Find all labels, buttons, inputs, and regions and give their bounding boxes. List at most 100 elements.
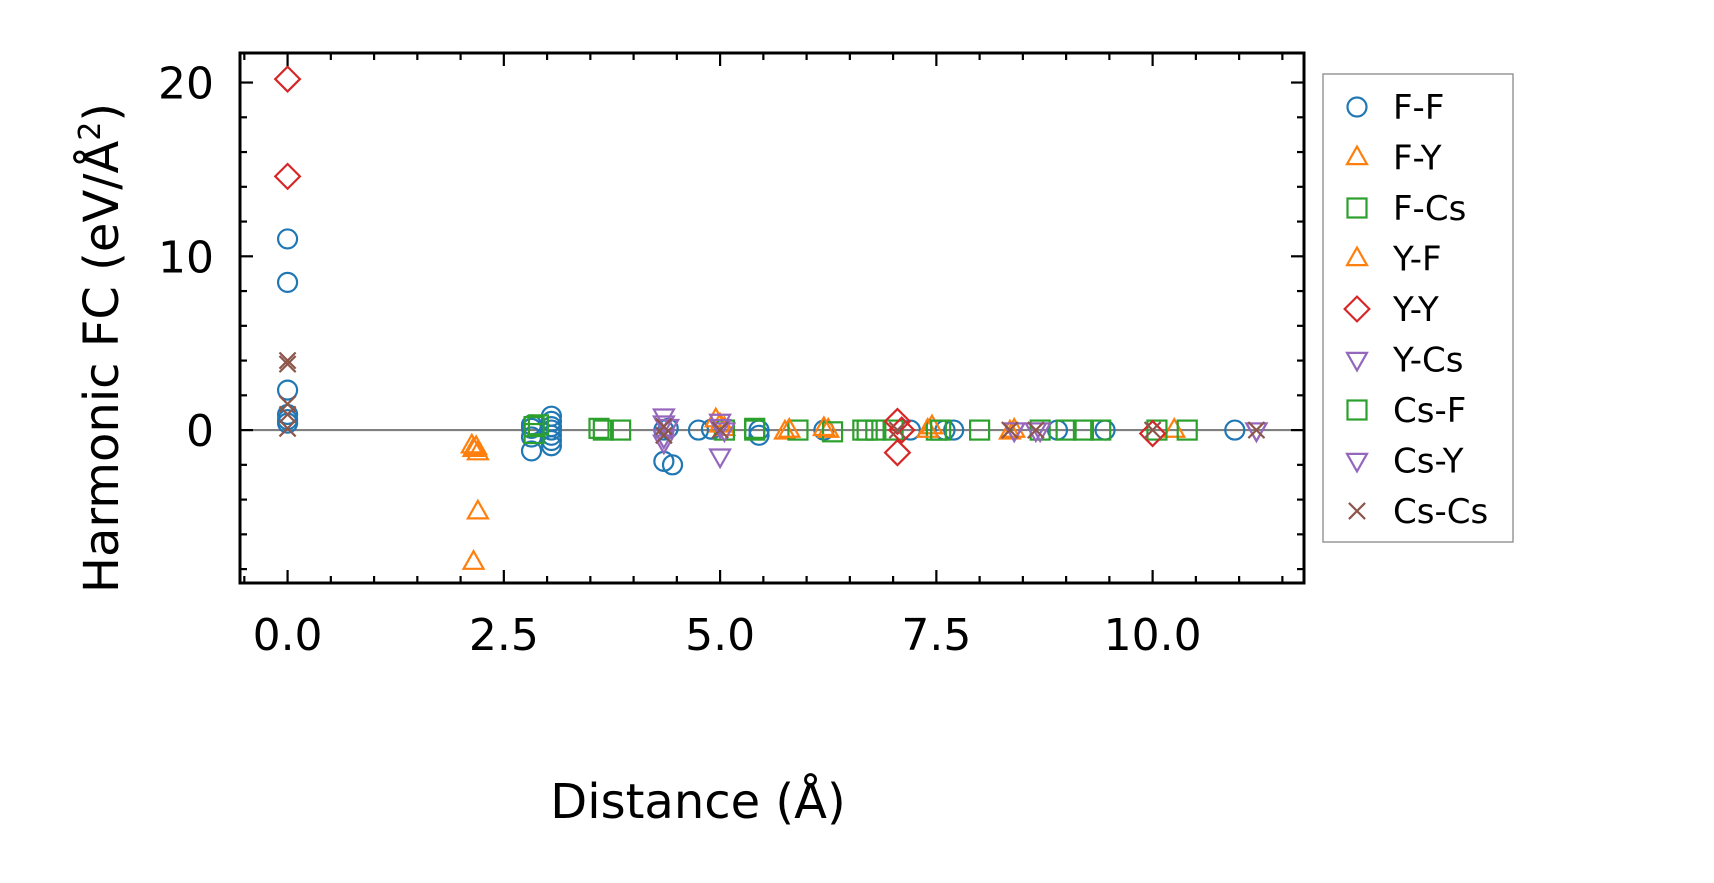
data-point	[276, 228, 299, 250]
legend-label: F-Y	[1393, 139, 1442, 179]
legend-entry: Cs-F	[1346, 391, 1466, 431]
data-point	[883, 438, 912, 467]
data-point	[708, 418, 732, 440]
data-point	[821, 421, 844, 443]
data-point	[1072, 419, 1095, 441]
data-point	[1146, 419, 1168, 441]
data-point	[655, 417, 673, 436]
legend-marker	[1345, 144, 1369, 166]
data-point	[276, 379, 299, 401]
legend-label: Cs-F	[1393, 391, 1466, 431]
x-tick-label: 5.0	[685, 610, 755, 661]
legend-marker	[1343, 295, 1371, 323]
y-tick-label: 20	[158, 59, 214, 110]
data-point	[523, 422, 545, 445]
data-point	[1224, 419, 1246, 441]
data-point	[1176, 419, 1198, 441]
y-axis-label-close: )	[74, 103, 130, 122]
data-point	[278, 419, 297, 438]
data-point	[856, 419, 878, 441]
series-y-y	[273, 65, 1167, 467]
y-axis-label-text: Harmonic FC (eV/Å	[73, 141, 130, 594]
legend-entry: Cs-Y	[1345, 442, 1464, 482]
y-axis-label: Harmonic FC (eV/Å2)	[73, 103, 130, 593]
data-point	[1244, 422, 1269, 444]
data-point	[278, 405, 297, 424]
data-point	[466, 498, 490, 520]
data-point	[278, 355, 297, 373]
data-point	[540, 419, 563, 441]
x-axis-label: Distance (Å)	[550, 773, 845, 830]
data-point	[915, 416, 940, 438]
y-tick-label: 10	[158, 232, 214, 283]
legend-entry: Y-F	[1345, 240, 1442, 280]
legend-entry: Y-Cs	[1345, 341, 1463, 381]
data-point	[1247, 421, 1266, 439]
data-point	[888, 421, 907, 439]
legend-entry: F-Y	[1345, 139, 1442, 179]
x-tick-label: 7.5	[901, 610, 971, 661]
series-cs-cs	[278, 351, 1266, 445]
legend-label: Cs-Y	[1393, 442, 1464, 482]
plot-frame	[238, 51, 1306, 585]
legend-label: Y-Cs	[1392, 341, 1463, 381]
data-point	[278, 351, 297, 370]
data-point	[943, 419, 965, 441]
data-point	[1055, 419, 1077, 441]
legend-marker	[1346, 399, 1368, 421]
data-point	[1138, 419, 1167, 448]
data-point	[610, 419, 632, 441]
data-point	[787, 419, 809, 441]
data-points	[273, 65, 1269, 570]
legend-entry: Y-Y	[1343, 290, 1439, 330]
legend-label: Y-Y	[1392, 290, 1439, 330]
data-point	[464, 434, 489, 456]
legend-entry: F-F	[1346, 88, 1444, 128]
data-point	[748, 424, 770, 446]
data-point	[461, 436, 486, 457]
data-point	[998, 418, 1022, 440]
data-point	[883, 407, 912, 436]
y-axis-label-superscript: 2	[73, 122, 108, 141]
data-point	[540, 435, 563, 457]
data-point	[687, 419, 710, 441]
data-point	[777, 416, 802, 438]
legend-label: Y-F	[1392, 240, 1442, 280]
legend-marker	[1348, 502, 1366, 520]
legend-entry: F-Cs	[1346, 189, 1466, 229]
data-point	[273, 162, 302, 191]
legend-marker	[1346, 197, 1368, 219]
data-point	[708, 448, 732, 470]
axes: 0.0 2.5 5.0 7.5 10.0 0 10 20	[158, 51, 1306, 661]
data-point	[773, 418, 797, 440]
data-point	[652, 408, 676, 430]
x-tick-label: 0.0	[253, 610, 323, 661]
legend-label: F-F	[1393, 88, 1444, 128]
y-tick-label: 0	[186, 406, 214, 457]
data-point	[520, 440, 543, 462]
series-cs-f	[523, 419, 1077, 445]
legend: F-F F-Y F-Cs Y-F Y-Y Y-Cs Cs-F Cs-Y Cs-Cs	[1322, 73, 1514, 543]
data-point	[1090, 419, 1112, 441]
data-point	[969, 419, 991, 441]
data-point	[540, 429, 563, 452]
x-tick-label: 10.0	[1104, 610, 1202, 661]
data-point	[1026, 421, 1045, 439]
legend-marker	[1345, 452, 1369, 474]
legend-marker	[1346, 96, 1368, 118]
data-point	[276, 271, 299, 293]
data-point	[744, 419, 766, 441]
data-point	[592, 419, 614, 441]
data-point	[711, 421, 729, 439]
legend-label: F-Cs	[1393, 189, 1466, 229]
data-point	[1001, 421, 1019, 439]
legend-entry: Cs-Cs	[1348, 492, 1488, 532]
data-point	[661, 454, 684, 476]
data-point	[1143, 421, 1162, 439]
data-point	[273, 65, 302, 93]
data-point	[588, 417, 610, 439]
data-point	[812, 415, 836, 437]
plot-area	[240, 65, 1304, 570]
data-point	[655, 426, 673, 445]
data-point	[1162, 416, 1187, 438]
